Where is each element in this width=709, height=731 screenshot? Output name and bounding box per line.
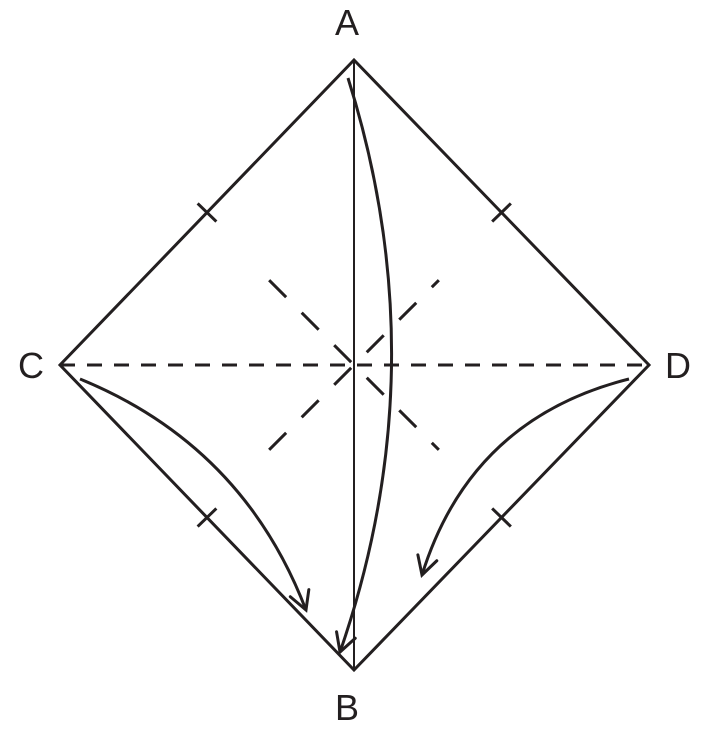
- vertex-label-D: D: [665, 345, 691, 386]
- origami-fold-diagram: A B C D: [0, 0, 709, 731]
- arrow-D-to-B: [422, 379, 629, 575]
- vertex-label-A: A: [335, 2, 359, 43]
- vertex-label-C: C: [18, 345, 44, 386]
- arrow-C-to-B: [80, 379, 306, 610]
- vertex-label-B: B: [335, 687, 359, 728]
